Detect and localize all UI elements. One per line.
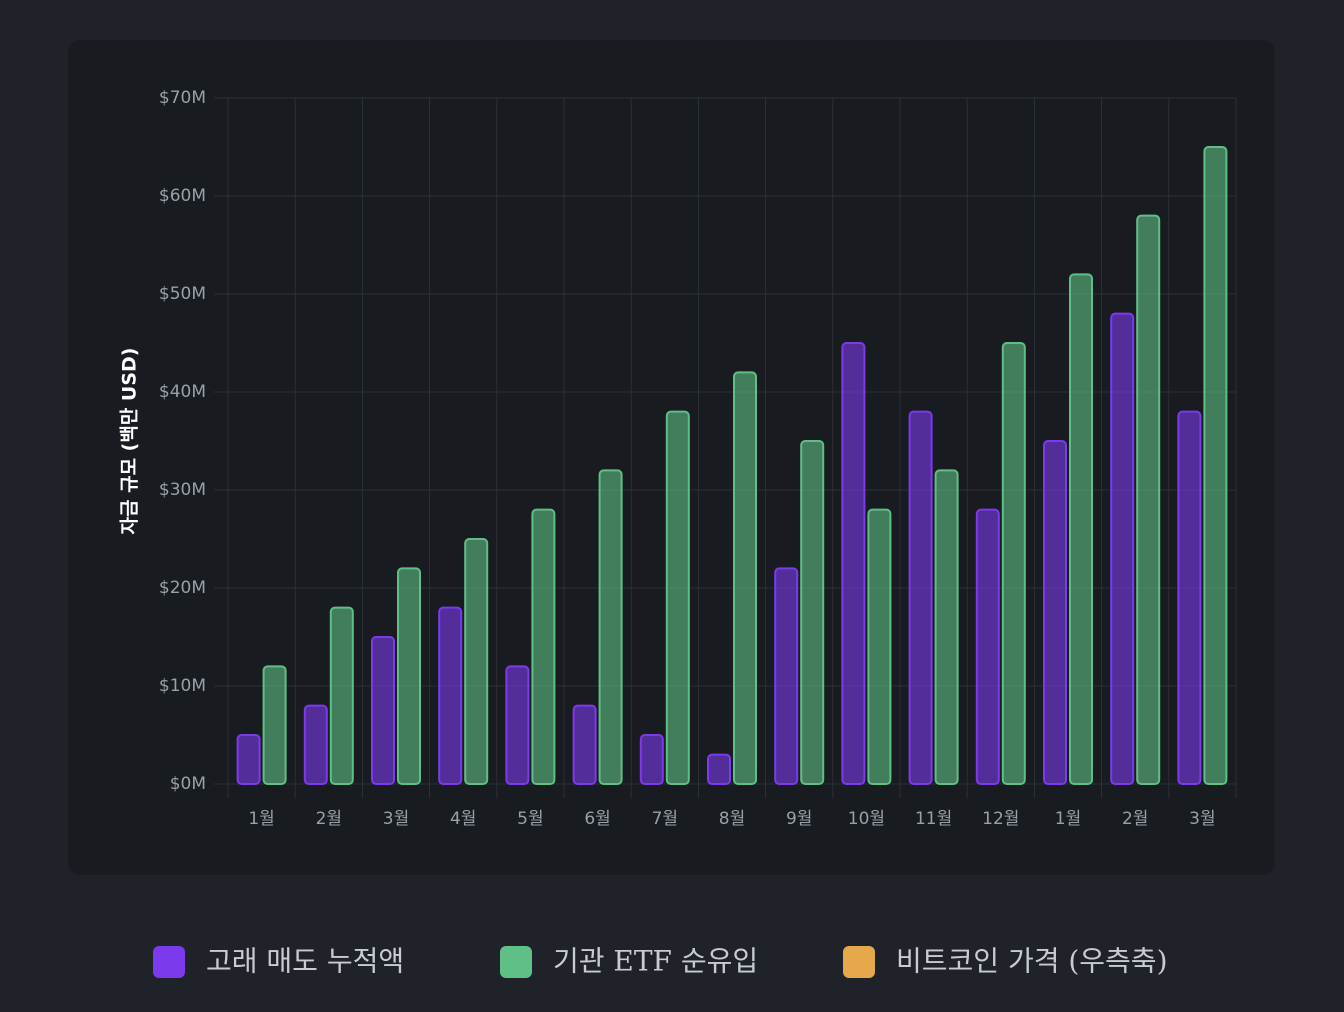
bar (774, 567, 799, 786)
bar (1177, 410, 1202, 785)
bar (1110, 312, 1135, 785)
y-tick-label: $50M (159, 284, 206, 304)
x-tick-label: 12월 (982, 809, 1019, 829)
bar (1136, 214, 1161, 786)
bar (707, 753, 731, 785)
bar (934, 469, 959, 785)
bar (908, 410, 933, 785)
x-tick-label: 11월 (915, 809, 952, 829)
bar (733, 371, 757, 785)
bar (464, 538, 489, 785)
legend-item: 비트코인 가격 (우측축) (843, 945, 1168, 978)
bar (639, 734, 664, 785)
legend-swatch (500, 946, 532, 978)
y-tick-label: $60M (159, 186, 206, 206)
bar (531, 508, 556, 785)
bar (1001, 342, 1026, 785)
bar (397, 567, 421, 786)
x-tick-label: 1월 (1055, 809, 1081, 829)
legend-swatch (153, 946, 185, 978)
x-tick-label: 3월 (383, 809, 409, 829)
x-tick-label: 10월 (848, 809, 885, 829)
x-tick-label: 7월 (652, 809, 678, 829)
bar (800, 440, 825, 785)
legend-swatch (843, 946, 875, 978)
bar (236, 734, 261, 785)
y-tick-label: $70M (159, 88, 206, 108)
x-tick-label: 8월 (719, 809, 745, 829)
bar (975, 508, 1000, 785)
bar (303, 704, 328, 785)
legend-label: 기관 ETF 순유입 (553, 945, 758, 978)
legend-label: 고래 매도 누적액 (206, 945, 404, 978)
bar (598, 469, 623, 785)
y-tick-label: $20M (159, 578, 206, 598)
x-tick-label: 1월 (248, 809, 274, 829)
y-tick-label: $0M (170, 774, 206, 794)
bar (841, 342, 866, 785)
x-tick-label: 6월 (584, 809, 610, 829)
legend-label: 비트코인 가격 (우측축) (896, 945, 1168, 978)
y-axis-label: 자금 규모 (백만 USD) (119, 348, 141, 535)
x-tick-label: 9월 (786, 809, 812, 829)
x-tick-label: 4월 (450, 809, 476, 829)
bar (1043, 440, 1067, 785)
x-tick-label: 2월 (1122, 809, 1148, 829)
bar (262, 665, 287, 786)
bar (1203, 146, 1228, 785)
x-tick-label: 2월 (316, 809, 342, 829)
x-tick-label: 3월 (1189, 809, 1215, 829)
bar (572, 704, 597, 785)
bar (867, 508, 892, 785)
bar (438, 606, 463, 785)
bar (371, 636, 395, 785)
x-tick-label: 5월 (517, 809, 543, 829)
bar (505, 665, 530, 786)
legend-item: 기관 ETF 순유입 (500, 945, 758, 978)
y-tick-label: $40M (159, 382, 206, 402)
legend-item: 고래 매도 누적액 (153, 945, 404, 978)
bar (665, 410, 690, 785)
y-tick-label: $10M (159, 676, 206, 696)
bar (1069, 273, 1093, 785)
bar (329, 606, 354, 785)
y-tick-label: $30M (159, 480, 206, 500)
